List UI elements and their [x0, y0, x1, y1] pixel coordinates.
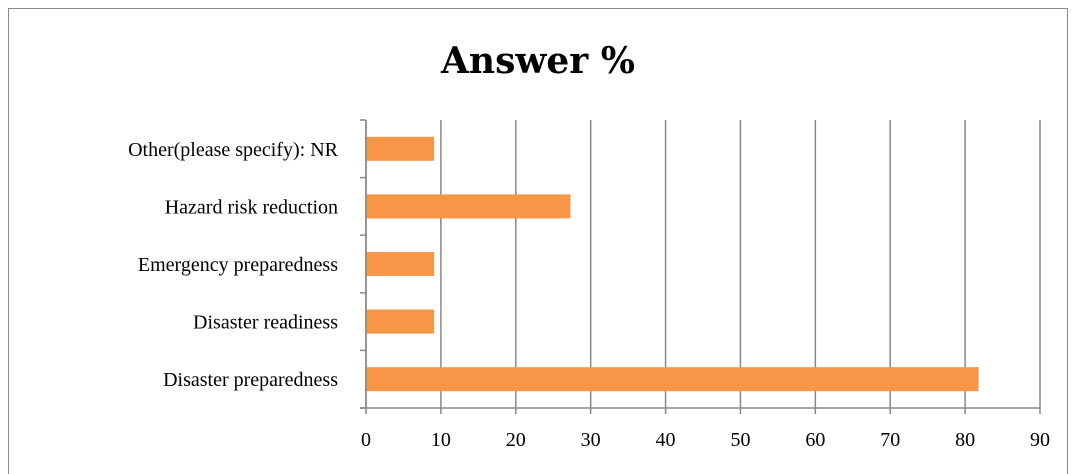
x-tick-label: 40	[656, 429, 676, 451]
bar-disaster-preparedness	[366, 367, 979, 392]
x-tick-label: 0	[361, 429, 371, 451]
x-tick-label: 70	[880, 429, 900, 451]
chart-title: Answer %	[441, 40, 635, 82]
x-tick-label: 90	[1030, 429, 1050, 451]
bar-hazard-risk-reduction	[366, 194, 571, 219]
x-tick-label: 80	[955, 429, 975, 451]
category-label: Emergency preparedness	[138, 254, 338, 276]
x-tick-label: 20	[506, 429, 526, 451]
category-label: Other(please specify): NR	[128, 139, 339, 161]
chart-frame	[8, 8, 1068, 474]
x-tick-label: 60	[805, 429, 825, 451]
category-label: Disaster preparedness	[163, 369, 338, 391]
category-label: Hazard risk reduction	[165, 196, 338, 218]
x-tick-label: 10	[431, 429, 451, 451]
category-label: Disaster readiness	[193, 312, 338, 334]
bar-other-please-specify-nr	[366, 136, 435, 161]
x-tick-label: 30	[581, 429, 601, 451]
bar-disaster-readiness	[366, 309, 435, 334]
x-tick-label: 50	[730, 429, 750, 451]
bar-emergency-preparedness	[366, 252, 435, 276]
